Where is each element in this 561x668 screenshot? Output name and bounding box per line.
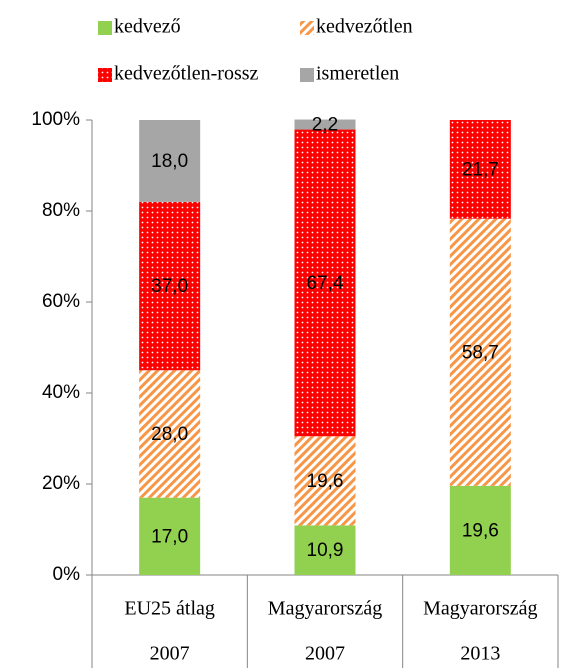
- y-tick-label: 40%: [42, 382, 80, 403]
- data-label: 19,6: [462, 520, 499, 541]
- bar-segment: [294, 525, 356, 575]
- bar-segment: [139, 201, 201, 371]
- data-label: 37,0: [151, 276, 188, 297]
- x-tick-label: Magyarország: [268, 598, 382, 620]
- x-tick-label: 2007: [150, 643, 190, 665]
- data-label: 67,4: [307, 273, 344, 294]
- bar-segment: [449, 485, 511, 575]
- y-tick-label: 0%: [53, 564, 81, 585]
- bar-segment: [139, 370, 201, 498]
- bar-segment: [449, 218, 511, 486]
- legend-label: kedvezőtlen: [316, 16, 413, 38]
- y-tick-label: 80%: [42, 200, 80, 221]
- x-tick-label: EU25 átlag: [124, 598, 215, 620]
- bar-segment: [139, 497, 201, 575]
- bar-segment: [139, 120, 201, 202]
- x-tick-label: Magyarország: [423, 598, 537, 620]
- data-label: 2,2: [312, 115, 338, 136]
- bar-segment: [294, 436, 356, 526]
- data-label: 21,7: [462, 159, 499, 180]
- legend-label: kedvező: [114, 16, 181, 38]
- legend-swatch: [98, 21, 112, 35]
- data-label: 28,0: [151, 424, 188, 445]
- bar-segment: [294, 119, 356, 130]
- legend-swatch: [98, 68, 112, 82]
- y-tick-label: 100%: [31, 109, 80, 130]
- y-tick-label: 60%: [42, 291, 80, 312]
- bar-segment: [449, 120, 511, 219]
- data-label: 18,0: [151, 151, 188, 172]
- data-label: 58,7: [462, 342, 499, 363]
- legend-label: ismeretlen: [316, 63, 399, 85]
- data-label: 19,6: [307, 471, 344, 492]
- legend-label: kedvezőtlen-rossz: [114, 63, 259, 85]
- bar-segment: [294, 129, 356, 437]
- x-tick-label: 2013: [460, 643, 500, 665]
- legend-swatch: [300, 21, 314, 35]
- data-label: 17,0: [151, 526, 188, 547]
- legend-swatch: [300, 68, 314, 82]
- x-tick-label: 2007: [305, 643, 345, 665]
- data-label: 10,9: [307, 540, 344, 561]
- y-tick-label: 20%: [42, 473, 80, 494]
